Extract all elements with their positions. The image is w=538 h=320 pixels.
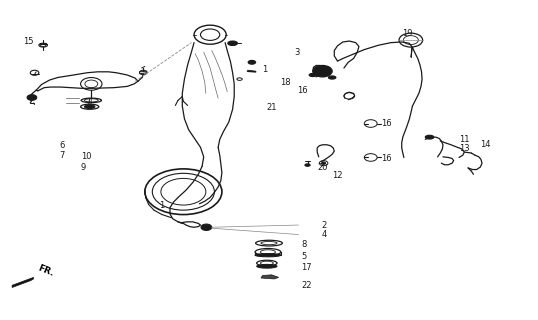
Text: 20: 20	[317, 164, 328, 172]
Text: 8: 8	[301, 240, 307, 249]
Ellipse shape	[84, 105, 95, 108]
Polygon shape	[261, 275, 279, 279]
Ellipse shape	[228, 41, 237, 45]
Text: 1: 1	[263, 65, 268, 74]
Text: 16: 16	[297, 86, 307, 95]
Circle shape	[27, 95, 37, 100]
Circle shape	[321, 162, 325, 164]
Text: 12: 12	[332, 172, 343, 180]
Text: 19: 19	[402, 28, 412, 38]
Text: 7: 7	[59, 151, 65, 160]
Text: 16: 16	[381, 119, 392, 128]
Ellipse shape	[255, 253, 281, 257]
Circle shape	[313, 66, 332, 77]
Text: 22: 22	[301, 281, 312, 290]
Ellipse shape	[248, 60, 256, 64]
Polygon shape	[12, 277, 33, 288]
Ellipse shape	[305, 164, 310, 166]
Ellipse shape	[257, 264, 277, 268]
Text: 6: 6	[59, 141, 65, 150]
Text: FR.: FR.	[36, 263, 55, 278]
Text: 10: 10	[81, 152, 91, 161]
Text: 3: 3	[295, 48, 300, 57]
Text: 4: 4	[321, 230, 327, 239]
Ellipse shape	[328, 76, 336, 79]
Text: 14: 14	[480, 140, 491, 148]
Text: 13: 13	[459, 144, 470, 153]
Text: 1: 1	[159, 202, 165, 211]
Ellipse shape	[309, 73, 317, 76]
Text: 16: 16	[381, 154, 392, 163]
Text: 11: 11	[459, 135, 470, 144]
Text: 18: 18	[280, 78, 291, 87]
Ellipse shape	[425, 135, 434, 139]
Text: 5: 5	[301, 252, 306, 261]
Text: 2: 2	[321, 220, 327, 229]
Text: 21: 21	[266, 103, 277, 112]
Text: 15: 15	[23, 36, 33, 45]
Circle shape	[201, 224, 212, 230]
Text: 17: 17	[301, 263, 312, 272]
Text: 9: 9	[81, 164, 86, 172]
